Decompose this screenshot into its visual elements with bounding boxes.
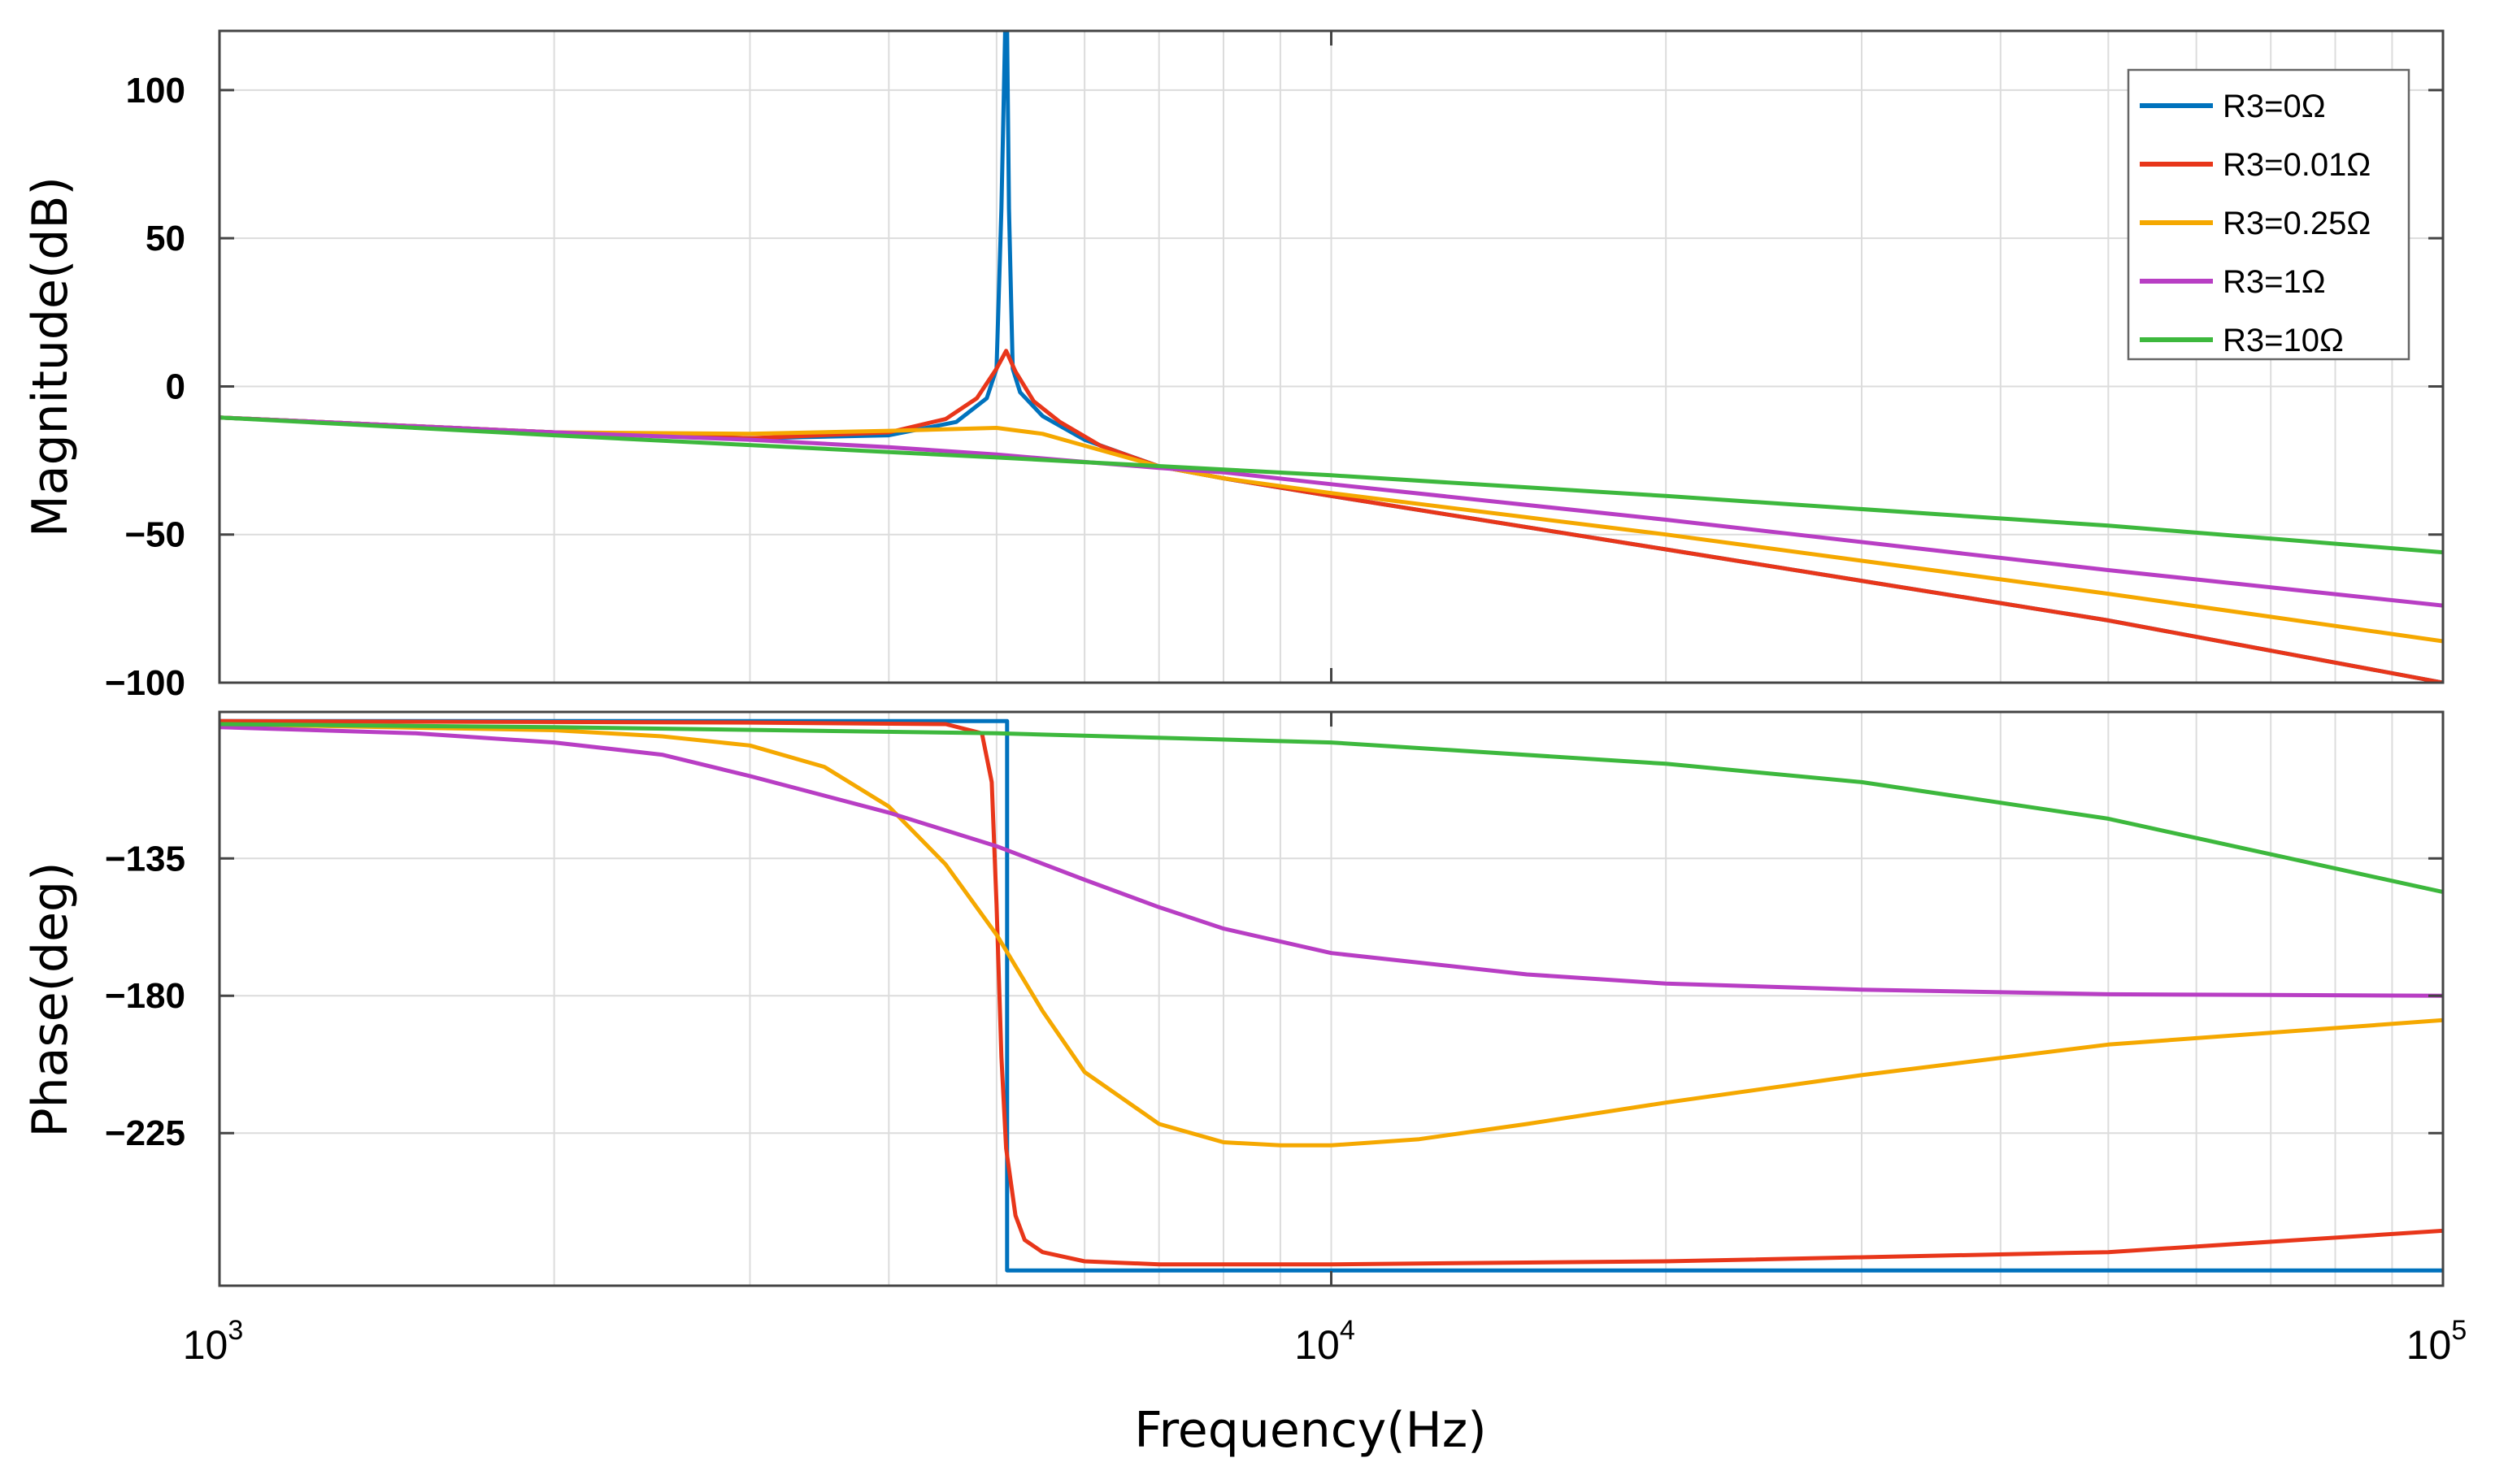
mag-ytick-label: −100 — [105, 663, 185, 703]
phase-series-line-2 — [220, 722, 2443, 1148]
x-tick-label: 103 — [183, 1315, 244, 1368]
magnitude-ticks: 100 50 0 −50 −100 — [105, 31, 2445, 703]
phase-ytick-label: −135 — [105, 839, 185, 879]
phase-series-line-4 — [220, 722, 2443, 895]
phase-ylabel: Phase(deg) — [22, 861, 79, 1137]
magnitude-lines — [220, 31, 2443, 683]
phase-ticks: −135 −180 −225 — [105, 712, 2445, 1286]
phase-series-line-3 — [220, 725, 2443, 998]
legend-label: R3=10Ω — [2223, 323, 2344, 358]
frequency-xlabel: Frequency(Hz) — [1134, 1402, 1486, 1459]
phase-grid — [220, 712, 2443, 1286]
phase-series-line-1 — [220, 718, 2443, 1267]
legend-label: R3=0Ω — [2223, 89, 2326, 124]
phase-lines — [220, 718, 2443, 1273]
phase-ytick-label: −225 — [105, 1113, 185, 1153]
x-tick-label: 104 — [1294, 1315, 1355, 1368]
mag-ytick-label: −50 — [124, 515, 185, 555]
mag-ytick-label: 0 — [166, 367, 185, 406]
mag-ytick-label: 50 — [146, 219, 185, 258]
x-tick-label: 105 — [2406, 1315, 2467, 1368]
legend: R3=0Ω R3=0.01Ω R3=0.25Ω R3=1Ω R3=10Ω — [2127, 68, 2410, 361]
frequency-x-ticks: 103 104 105 — [183, 1315, 2467, 1368]
phase-panel: −135 −180 −225 Phase(deg) — [22, 710, 2445, 1287]
phase-ytick-label: −180 — [105, 976, 185, 1016]
legend-label: R3=1Ω — [2223, 264, 2326, 300]
magnitude-grid — [220, 31, 2443, 683]
mag-ytick-label: 100 — [126, 71, 185, 111]
mag-series-line-4 — [220, 415, 2443, 555]
legend-label: R3=0.25Ω — [2223, 206, 2371, 241]
magnitude-ylabel: Magnitude(dB) — [22, 176, 79, 537]
magnitude-panel: 100 50 0 −50 −100 Magnitude(dB) R3=0Ω R3=0.01… — [22, 29, 2445, 703]
mag-series-line-2 — [220, 415, 2443, 644]
legend-label: R3=0.01Ω — [2223, 147, 2371, 183]
legend-box — [2127, 68, 2410, 361]
